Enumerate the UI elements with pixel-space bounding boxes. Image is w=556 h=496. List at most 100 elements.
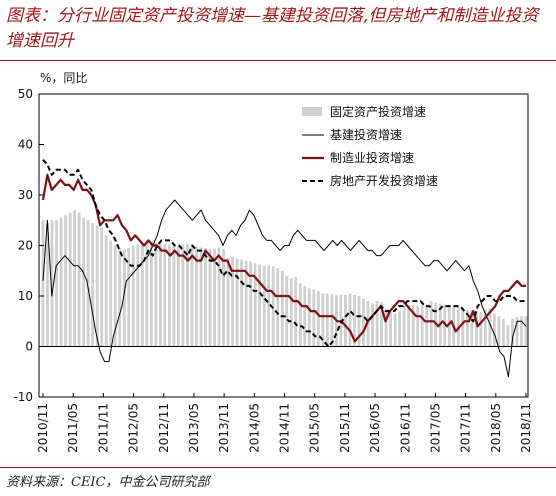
bar-fixed-asset-investment	[294, 276, 298, 347]
plot-frame	[38, 93, 529, 398]
y-tick-label: 50	[18, 87, 33, 101]
bar-fixed-asset-investment	[298, 283, 302, 347]
bar-fixed-asset-investment	[488, 308, 492, 347]
x-tick-label: 2017/05	[428, 403, 442, 453]
bar-fixed-asset-investment	[411, 304, 415, 347]
bar-fixed-asset-investment	[145, 242, 149, 347]
chart-title: 图表：分行业固定资产投资增速—基建投资回落,但房地产和制造业投资增速回升	[6, 6, 539, 51]
bar-fixed-asset-investment	[470, 310, 474, 347]
legend-label: 制造业投资增速	[330, 150, 414, 165]
bar-fixed-asset-investment	[177, 245, 180, 347]
bar-fixed-asset-investment	[416, 305, 420, 347]
bar-fixed-asset-investment	[465, 309, 469, 347]
bar-fixed-asset-investment	[285, 275, 289, 347]
x-tick-label: 2012/05	[127, 403, 141, 453]
bar-fixed-asset-investment	[163, 243, 167, 347]
y-tick-label: 20	[18, 239, 33, 253]
bar-fixed-asset-investment	[524, 316, 528, 347]
bar-fixed-asset-investment	[113, 245, 117, 347]
bar-fixed-asset-investment	[122, 249, 126, 347]
bar-fixed-asset-investment	[231, 256, 234, 347]
axes: -10 0 10 20 30 40 50 2010/11 2011/05 2011/11 2012/…	[13, 87, 533, 453]
bar-fixed-asset-investment	[280, 270, 284, 347]
bar-fixed-asset-investment	[511, 318, 514, 347]
bar-fixed-asset-investment	[100, 227, 104, 347]
bar-fixed-asset-investment	[380, 302, 383, 347]
legend-label: 固定资产投资增速	[330, 104, 426, 119]
bar-fixed-asset-investment	[82, 217, 86, 347]
bar-fixed-asset-investment	[249, 261, 253, 347]
x-tick-label: 2013/11	[217, 403, 231, 453]
x-tick-label: 2018/05	[489, 403, 503, 453]
x-tick-label: 2010/11	[36, 403, 50, 453]
bar-fixed-asset-investment	[199, 247, 203, 347]
bar-series	[41, 210, 528, 347]
bar-fixed-asset-investment	[127, 248, 131, 347]
bar-fixed-asset-investment	[389, 312, 392, 347]
bar-fixed-asset-investment	[321, 293, 325, 347]
source-note: 资料来源：CEIC，中金公司研究部	[6, 475, 210, 490]
bar-fixed-asset-investment	[312, 289, 316, 347]
bar-fixed-asset-investment	[393, 313, 397, 347]
bar-fixed-asset-investment	[515, 317, 519, 347]
bar-fixed-asset-investment	[73, 210, 76, 347]
bar-fixed-asset-investment	[104, 235, 108, 347]
bar-fixed-asset-investment	[506, 325, 510, 347]
bar-fixed-asset-investment	[497, 316, 501, 347]
bar-fixed-asset-investment	[91, 222, 95, 347]
y-tick-label: 30	[18, 188, 33, 202]
bar-fixed-asset-investment	[344, 294, 347, 347]
bar-fixed-asset-investment	[41, 220, 45, 347]
chart-canvas: -10 0 10 20 30 40 50 2010/11 2011/05 2011/11 2012/…	[13, 71, 533, 453]
bar-fixed-asset-investment	[131, 245, 135, 347]
bar-fixed-asset-investment	[55, 220, 58, 347]
bar-fixed-asset-investment	[353, 294, 356, 347]
bar-fixed-asset-investment	[461, 308, 465, 347]
bar-fixed-asset-investment	[172, 244, 176, 347]
bar-fixed-asset-investment	[226, 258, 230, 347]
bar-fixed-asset-investment	[443, 304, 447, 347]
bar-fixed-asset-investment	[407, 305, 411, 347]
bar-fixed-asset-investment	[64, 215, 67, 347]
bar-fixed-asset-investment	[244, 260, 248, 347]
bar-fixed-asset-investment	[154, 242, 158, 347]
bar-fixed-asset-investment	[95, 225, 99, 347]
line-manufacturing-investment	[41, 173, 526, 343]
bar-fixed-asset-investment	[50, 220, 54, 347]
bar-fixed-asset-investment	[307, 288, 311, 347]
bar-fixed-asset-investment	[447, 305, 451, 347]
bar-fixed-asset-investment	[253, 263, 257, 347]
y-tick-label: -10	[13, 390, 33, 404]
x-tick-label: 2014/11	[278, 403, 292, 453]
bar-fixed-asset-investment	[267, 265, 271, 347]
bar-fixed-asset-investment	[77, 212, 81, 347]
bar-fixed-asset-investment	[502, 318, 505, 347]
bar-fixed-asset-investment	[402, 306, 406, 347]
x-tick-label: 2016/05	[368, 403, 382, 453]
y-unit-label: %，同比	[40, 71, 87, 85]
x-tick-label: 2011/11	[96, 403, 110, 453]
title-rule	[0, 60, 556, 61]
bar-fixed-asset-investment	[68, 212, 72, 347]
bar-fixed-asset-investment	[46, 222, 49, 347]
bar-fixed-asset-investment	[109, 240, 113, 347]
bar-fixed-asset-investment	[330, 294, 334, 347]
bar-fixed-asset-investment	[375, 301, 379, 347]
bar-fixed-asset-investment	[271, 266, 275, 347]
x-tick-label: 2017/11	[459, 403, 473, 453]
bar-fixed-asset-investment	[479, 312, 483, 347]
bar-fixed-asset-investment	[398, 311, 402, 347]
bar-fixed-asset-investment	[303, 285, 307, 347]
bar-fixed-asset-investment	[140, 242, 144, 347]
bar-fixed-asset-investment	[371, 303, 374, 347]
bar-fixed-asset-investment	[235, 258, 239, 347]
bar-fixed-asset-investment	[195, 246, 198, 347]
line-infrastructure-investment	[42, 199, 527, 378]
bar-fixed-asset-investment	[289, 278, 293, 347]
bar-fixed-asset-investment	[384, 308, 388, 347]
x-tick-label: 2012/11	[157, 403, 171, 453]
line-real-estate-investment	[42, 159, 526, 348]
bar-fixed-asset-investment	[357, 296, 361, 347]
y-tick-label: 0	[25, 340, 33, 354]
